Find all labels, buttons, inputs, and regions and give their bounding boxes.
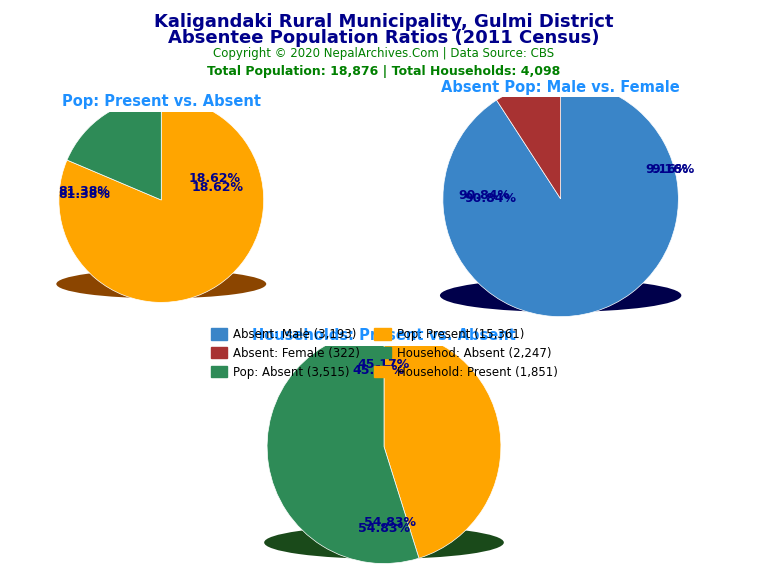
- Text: Kaligandaki Rural Municipality, Gulmi District: Kaligandaki Rural Municipality, Gulmi Di…: [154, 13, 614, 31]
- Ellipse shape: [56, 270, 266, 298]
- Wedge shape: [267, 329, 419, 563]
- Ellipse shape: [264, 526, 504, 559]
- Text: 9.16%: 9.16%: [645, 163, 688, 176]
- Text: Absentee Population Ratios (2011 Census): Absentee Population Ratios (2011 Census): [168, 29, 600, 47]
- Ellipse shape: [440, 279, 681, 312]
- Title: Absent Pop: Male vs. Female: Absent Pop: Male vs. Female: [442, 79, 680, 94]
- Wedge shape: [384, 329, 501, 558]
- Wedge shape: [497, 81, 561, 199]
- Legend: Absent: Male (3,193), Absent: Female (322), Pop: Absent (3,515), Pop: Present (1: Absent: Male (3,193), Absent: Female (32…: [208, 325, 560, 381]
- Text: 9.16%: 9.16%: [651, 163, 694, 176]
- Text: 18.62%: 18.62%: [191, 181, 243, 194]
- Text: 81.38%: 81.38%: [58, 188, 111, 202]
- Text: 45.17%: 45.17%: [358, 358, 410, 372]
- Text: 45.17%: 45.17%: [352, 364, 404, 377]
- Wedge shape: [443, 81, 678, 317]
- Text: 54.83%: 54.83%: [358, 522, 410, 535]
- Title: Households: Present vs. Absent: Households: Present vs. Absent: [252, 328, 516, 343]
- Text: 81.38%: 81.38%: [58, 185, 111, 198]
- Wedge shape: [59, 97, 263, 302]
- Text: 54.83%: 54.83%: [364, 516, 415, 529]
- Text: Total Population: 18,876 | Total Households: 4,098: Total Population: 18,876 | Total Househo…: [207, 65, 561, 78]
- Wedge shape: [67, 97, 161, 200]
- Text: 18.62%: 18.62%: [188, 172, 240, 184]
- Title: Pop: Present vs. Absent: Pop: Present vs. Absent: [61, 94, 261, 109]
- Text: 90.84%: 90.84%: [464, 192, 516, 206]
- Text: 90.84%: 90.84%: [458, 189, 510, 202]
- Text: Copyright © 2020 NepalArchives.Com | Data Source: CBS: Copyright © 2020 NepalArchives.Com | Dat…: [214, 47, 554, 60]
